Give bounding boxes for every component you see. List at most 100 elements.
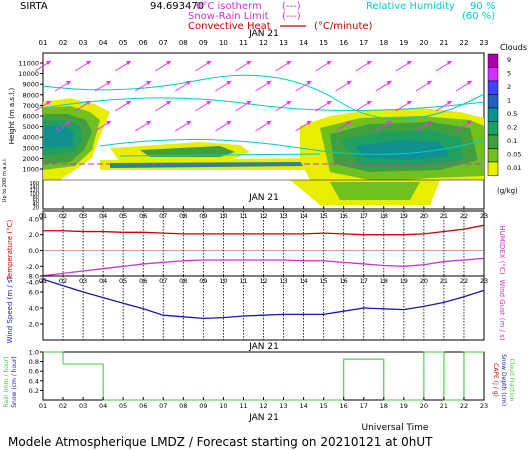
date-label-mid: JAN 21 xyxy=(248,342,279,352)
wind-arrow-head xyxy=(466,121,472,125)
legend-snow-dash: (---) xyxy=(282,11,301,22)
colorbar-swatch xyxy=(487,134,499,149)
colorbar-label: 0.5 xyxy=(507,110,517,118)
colorbar-label: 0.2 xyxy=(507,124,517,132)
colorbar-label: 0.01 xyxy=(507,164,521,172)
wind-arrow-head xyxy=(126,101,132,105)
wind-arrow-head xyxy=(246,61,252,65)
wind-arrow-head xyxy=(186,81,192,85)
hour-axis-top: 01 02 03 04 05 06 07 08 09 10 11 12 13 14 15 16 17 18 19 20… xyxy=(39,39,489,47)
colorbar-swatch xyxy=(487,148,499,163)
hour-tick-label: 08 xyxy=(179,212,187,220)
legend-convective-unit: (°C/minute) xyxy=(314,21,373,32)
cloud-region xyxy=(330,182,420,200)
y-tick-label-low: 100 xyxy=(29,192,39,198)
series-line-temperature xyxy=(43,224,485,236)
hour-tick-label: 23 xyxy=(480,277,488,285)
wind-arrow-head xyxy=(46,101,51,105)
colorbar-swatch xyxy=(487,121,499,136)
colorbar-unit: (g/kg) xyxy=(497,187,518,195)
date-label-bottom: JAN 21 xyxy=(248,413,279,423)
hour-tick-label: 15 xyxy=(319,212,327,220)
legend-convective: Convective Heat xyxy=(188,21,271,32)
wind-arrow-head xyxy=(106,81,112,85)
colorbar-label: 1 xyxy=(507,97,511,105)
hour-tick-label: 12 xyxy=(259,39,268,47)
y-tick-label: 9000 xyxy=(22,81,39,89)
y-tick-label-low: 140 xyxy=(29,185,39,191)
hour-tick-label: 04 xyxy=(99,212,107,220)
date-label-top: JAN 21 xyxy=(248,29,279,39)
hour-tick-label: 14 xyxy=(299,39,308,47)
hour-tick-label: 05 xyxy=(119,39,128,47)
wind-arrow-head xyxy=(326,101,332,105)
y-tick-label: 1000 xyxy=(22,166,39,174)
hour-tick-label: 16 xyxy=(339,39,348,47)
hour-tick-label: 17 xyxy=(360,277,368,285)
wind-panel: 01 02 03 04 05 06 07 08 09 10 11 12 13 14 15 16 17 18 19 20… xyxy=(6,273,506,344)
wind-arrow-head xyxy=(206,61,212,65)
hour-tick-label: 21 xyxy=(440,277,448,285)
wind-arrow-head xyxy=(206,101,212,105)
cloud-colorbar: Clouds 9 5 2 1 0.5 0.2 0.1 0.05 0.01 (g/kg) xyxy=(487,43,527,195)
hour-tick-label: 10 xyxy=(219,39,228,47)
wind-arrow-head xyxy=(226,81,232,85)
hour-tick-label: 16 xyxy=(340,212,348,220)
hour-tick-label: 11 xyxy=(239,402,247,410)
legend-rh-60: (60 %) xyxy=(462,11,495,22)
hour-tick-label: 13 xyxy=(279,402,287,410)
rain-panel: 0.2 0.40.6 0.81.0 01 02 03 04 05 06 07 08 09 10 11 12 1… xyxy=(3,342,515,423)
hour-tick-label: 13 xyxy=(279,277,287,285)
hour-tick-label: 03 xyxy=(79,212,87,220)
hour-tick-label: 22 xyxy=(460,402,468,410)
y-tick-label-low: 120 xyxy=(29,188,39,194)
y-axis-label: Temperature (°C) xyxy=(6,220,14,282)
y-axis-label-right: HUMIDEX (°C) xyxy=(498,225,506,274)
hour-tick-label: 13 xyxy=(279,212,287,220)
hour-tick-label: 23 xyxy=(480,402,488,410)
wind-arrow-head xyxy=(86,61,92,65)
wind-arrow-head xyxy=(346,81,352,85)
y-tick-label-low: 60 xyxy=(33,199,39,205)
wind-arrow-head xyxy=(186,121,192,125)
y-tick-label: 6.0 xyxy=(29,289,39,297)
hour-tick-label: 16 xyxy=(340,277,348,285)
y-axis-label: Wind Speed (m / s) xyxy=(6,276,14,343)
y-axis-label: Height (m a.s.l.) xyxy=(8,88,16,145)
y-axis-label-snow: Snow (cm / hour) xyxy=(11,356,18,408)
y-tick-label: -2.0 xyxy=(26,263,39,271)
hour-tick-label: 17 xyxy=(359,39,368,47)
hour-tick-label: 06 xyxy=(139,402,147,410)
site-name: SIRTA xyxy=(20,1,48,12)
colorbar-swatch xyxy=(487,161,499,176)
y-tick-label: 4.0 xyxy=(29,305,39,313)
cloud-region xyxy=(43,126,74,148)
hour-tick-label: 07 xyxy=(159,212,167,220)
rh-contour xyxy=(99,138,485,155)
hour-tick-label: 14 xyxy=(299,402,307,410)
y-tick-label: 0.6 xyxy=(29,368,39,376)
wind-arrow-head xyxy=(146,81,152,85)
hour-tick-label: 12 xyxy=(259,212,267,220)
hour-tick-label: 21 xyxy=(440,212,448,220)
wind-arrow-head xyxy=(346,121,352,125)
y-tick-label: 8.0 xyxy=(29,273,39,281)
y-tick-label: 1.0 xyxy=(29,349,39,357)
hour-tick-label: 10 xyxy=(219,277,227,285)
hour-tick-label: 03 xyxy=(79,277,87,285)
hour-tick-label: 04 xyxy=(99,39,108,47)
y-tick-label: -4.0 xyxy=(26,279,39,287)
hour-tick-label: 09 xyxy=(199,39,208,47)
colorbar-swatch xyxy=(487,80,499,95)
y-tick-label: 2.0 xyxy=(29,321,39,329)
wind-arrow-head xyxy=(106,121,112,125)
y-axis-label-cape: CAPE (J / g) xyxy=(492,363,499,397)
y-tick-label: 8000 xyxy=(22,91,39,99)
hour-tick-label: 07 xyxy=(159,277,167,285)
series-line-wind xyxy=(42,278,485,320)
hour-tick-label: 13 xyxy=(279,39,288,47)
hour-tick-label: 15 xyxy=(319,39,328,47)
hour-tick-label: 14 xyxy=(299,277,307,285)
y-tick-label: 5000 xyxy=(22,123,39,131)
cloud-panel: 1000 2000 3000 4000 5000 6000 7000 8000 9000 1000… xyxy=(2,52,485,212)
